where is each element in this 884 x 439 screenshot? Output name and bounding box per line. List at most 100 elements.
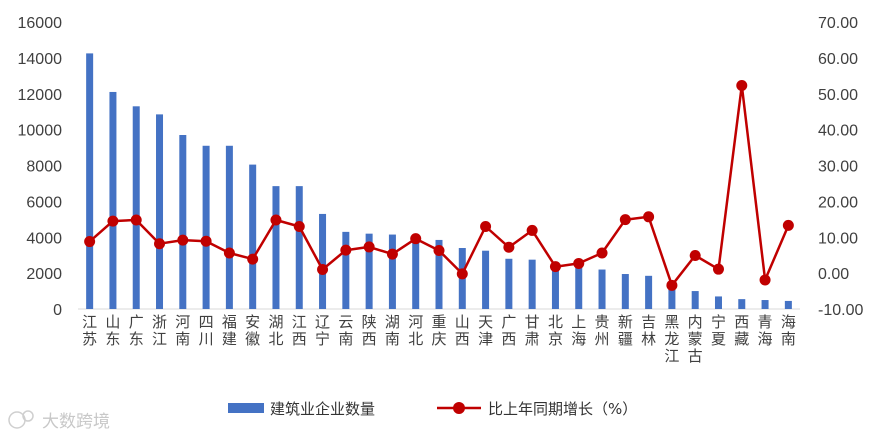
- line-point: [782, 219, 794, 231]
- category-label: 北京: [548, 313, 563, 348]
- line-series: [84, 79, 794, 291]
- bar-series: [86, 53, 792, 310]
- bar: [551, 263, 559, 309]
- line-point: [200, 235, 212, 247]
- bar: [156, 114, 164, 309]
- bar: [714, 296, 722, 309]
- right-axis-tick-label: 40.00: [818, 123, 858, 140]
- bar: [738, 299, 746, 309]
- category-label: 山西: [455, 313, 470, 348]
- category-label: 江西: [292, 313, 307, 348]
- line-point: [549, 261, 561, 273]
- legend-swatch-marker: [453, 402, 465, 414]
- category-label: 安徽: [245, 313, 260, 348]
- legend-swatch-bar: [228, 403, 264, 413]
- bar: [482, 250, 490, 309]
- bar: [621, 274, 629, 309]
- line-point: [573, 257, 585, 269]
- category-label: 广东: [129, 313, 144, 348]
- line-point: [410, 233, 422, 245]
- bar: [528, 259, 536, 309]
- category-label: 浙江: [152, 313, 167, 348]
- line-point: [619, 214, 631, 226]
- category-label: 云南: [338, 313, 353, 348]
- left-axis-tick-label: 0: [53, 302, 62, 319]
- category-label: 重庆: [431, 313, 446, 348]
- left-axis-tick-label: 4000: [26, 230, 62, 247]
- line-point: [107, 215, 119, 227]
- category-label: 宁夏: [711, 313, 726, 348]
- category-label: 四川: [199, 313, 214, 348]
- right-axis-tick-label: 20.00: [818, 194, 858, 211]
- category-label: 河北: [408, 313, 423, 348]
- left-axis: 0 2000 4000 6000 8000 10000 12000 14000 16000: [18, 15, 63, 319]
- left-axis-tick-label: 14000: [18, 51, 63, 68]
- bar: [691, 291, 699, 309]
- category-label: 山东: [105, 313, 120, 348]
- bar: [761, 300, 769, 309]
- left-axis-tick-label: 12000: [18, 87, 63, 104]
- category-label: 青海: [758, 313, 773, 348]
- line-point: [712, 263, 724, 275]
- left-axis-tick-label: 16000: [18, 15, 63, 32]
- watermark-text: 大数跨境: [42, 412, 110, 432]
- left-axis-tick-label: 2000: [26, 266, 62, 283]
- category-label: 福建: [222, 313, 237, 348]
- bar: [86, 53, 94, 309]
- line-point: [154, 238, 166, 250]
- bar: [505, 258, 513, 309]
- category-label: 广西: [501, 313, 516, 348]
- category-label: 湖北: [268, 313, 283, 348]
- category-label: 西藏: [734, 313, 749, 348]
- line-point: [317, 264, 329, 276]
- line-point: [130, 214, 142, 226]
- bar: [342, 231, 350, 309]
- legend-label-bar: 建筑业企业数量: [270, 400, 375, 418]
- watermark: 大数跨境: [8, 410, 110, 432]
- right-axis-tick-label: 70.00: [818, 15, 858, 32]
- line-point: [270, 214, 282, 226]
- right-axis-tick-label: 50.00: [818, 87, 858, 104]
- legend: 建筑业企业数量 比上年同期增长（%）: [228, 400, 637, 418]
- bar: [295, 186, 303, 309]
- category-label: 江苏: [82, 313, 97, 348]
- category-label: 湖南: [385, 313, 400, 348]
- category-label: 新疆: [618, 313, 633, 348]
- category-label: 贵州: [595, 313, 610, 348]
- line-point: [84, 236, 96, 248]
- right-axis: -10.00 0.00 10.00 20.00 30.00 40.00 50.00 60.00…: [818, 15, 863, 319]
- category-label: 上海: [571, 313, 586, 348]
- watermark-logo-icon: [8, 410, 34, 429]
- bar: [784, 300, 792, 309]
- category-label: 陕西: [362, 313, 377, 348]
- bar: [249, 164, 257, 309]
- right-axis-tick-label: 10.00: [818, 230, 858, 247]
- bar: [225, 145, 233, 309]
- line-point: [480, 220, 492, 232]
- bar: [132, 106, 140, 310]
- line-point: [643, 211, 655, 223]
- line-point: [177, 234, 189, 246]
- category-label: 天津: [478, 313, 493, 348]
- right-axis-tick-label: -10.00: [818, 302, 863, 319]
- line-point: [386, 248, 398, 260]
- bar: [598, 269, 606, 309]
- bar: [575, 264, 583, 309]
- line-point: [689, 250, 701, 262]
- category-label: 海南: [781, 313, 796, 348]
- bar: [388, 234, 396, 309]
- category-label: 辽宁: [315, 313, 330, 348]
- line-point: [433, 245, 445, 257]
- bar: [202, 145, 210, 309]
- left-axis-tick-label: 8000: [26, 159, 62, 176]
- line-point: [526, 224, 538, 236]
- line-point: [247, 253, 259, 265]
- bar: [365, 233, 373, 309]
- category-label: 甘肃: [525, 313, 540, 348]
- category-label: 内蒙古: [688, 313, 703, 365]
- bar: [435, 239, 443, 309]
- category-labels: 江苏山东广东浙江河南四川福建安徽湖北江西辽宁云南陕西湖南河北重庆山西天津广西甘肃…: [82, 313, 796, 365]
- line-point: [503, 241, 515, 253]
- right-axis-tick-label: 30.00: [818, 159, 858, 176]
